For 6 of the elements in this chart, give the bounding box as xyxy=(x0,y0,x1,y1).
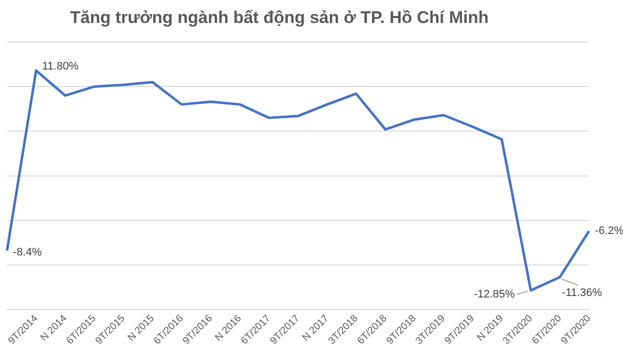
data-label: -6.2% xyxy=(595,225,623,238)
data-label: 11.80% xyxy=(42,60,79,73)
data-label: -8.4% xyxy=(13,246,42,259)
chart-title: Tăng trưởng ngành bất động sản ở TP. Hồ Chí Minh xyxy=(70,8,489,28)
data-label: -11.36% xyxy=(562,287,602,300)
data-label: -12.85% xyxy=(474,288,516,300)
